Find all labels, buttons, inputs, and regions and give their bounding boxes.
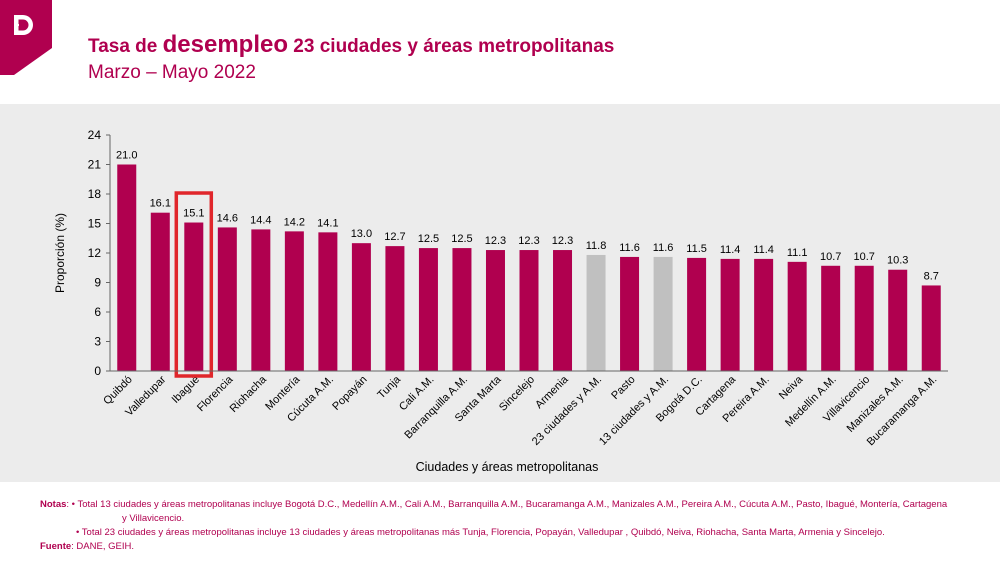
data-label: 14.6 [217,212,238,224]
note-2: • Total 23 ciudades y áreas metropolitan… [40,526,995,540]
y-tick-label: 15 [88,217,102,231]
x-tick-label: Riohacha [228,373,270,415]
x-axis-label: Ciudades y áreas metropolitanas [416,460,599,474]
note-1-continuation: y Villavicencio. [40,512,995,526]
notes-label: Notas [40,499,67,510]
y-tick-label: 9 [94,276,101,290]
data-label: 14.2 [284,216,305,228]
bar [653,256,673,371]
bar [117,164,137,371]
highlight-box [174,191,214,378]
y-tick-label: 18 [88,187,102,201]
note-1-line-2: y Villavicencio. [122,513,185,524]
page-title: Tasa de desempleo 23 ciudades y áreas me… [88,31,615,58]
notes: Notas: • Total 13 ciudades y áreas metro… [40,498,995,554]
data-label: 11.6 [653,242,674,254]
bar [351,243,371,371]
bar [418,248,438,371]
bar-chart: 0 3 6 9 12 15 18 21 24 Proporción (%) 21.0 Quibdó 16… [53,128,948,474]
header: Tasa de desempleo 23 ciudades y áreas me… [88,31,615,85]
y-tick-label: 21 [88,158,102,172]
chart-panel: 0 3 6 9 12 15 18 21 24 Proporción (%) 21.0 Quibdó 16… [0,104,1000,482]
title-emphasis: desempleo [162,31,289,58]
bar [854,265,874,371]
x-tick-label: Tunja [375,373,403,401]
source-label: Fuente [40,541,72,552]
bar [184,222,204,371]
source: Fuente: DANE, GEIH. [40,540,995,554]
bar [385,246,405,371]
bar [150,212,170,371]
data-label: 15.1 [183,208,204,220]
bar [519,250,539,371]
bar [687,257,707,371]
data-label: 16.1 [150,198,171,210]
x-tick-label: Ibagué [170,374,202,406]
x-tick-label: Neiva [777,373,806,402]
data-label: 12.5 [418,233,439,245]
bar [586,254,606,371]
bar [553,250,573,371]
note-1-line-1: : • Total 13 ciudades y áreas metropolit… [66,499,948,510]
bar [485,250,505,371]
y-tick-label: 3 [94,335,101,349]
data-label: 12.3 [552,235,573,247]
data-label: 10.7 [853,251,874,263]
y-tick-label: 24 [88,128,102,142]
x-tick-label: Pasto [609,374,637,402]
bar [452,248,472,371]
y-axis-label: Proporción (%) [53,213,67,293]
bar [217,227,237,371]
data-label: 14.4 [250,214,271,226]
title-post: 23 ciudades y áreas metropolitanas [288,36,615,57]
data-label: 11.6 [619,242,640,254]
bar [251,229,271,371]
bar [720,258,740,371]
bar [284,231,304,371]
bar [787,261,807,371]
bar [888,269,908,371]
data-label: 12.3 [485,235,506,247]
data-label: 11.4 [720,244,741,256]
data-label: 14.1 [317,217,338,229]
data-label: 11.1 [787,247,808,259]
data-label: 10.7 [820,251,841,263]
note-1: Notas: • Total 13 ciudades y áreas metro… [40,498,995,512]
x-tick-label: Sincelejo [497,374,537,414]
title-pre: Tasa de [88,36,163,57]
bar [620,256,640,371]
data-label: 11.5 [686,243,707,255]
source-text: : DANE, GEIH. [71,541,134,552]
data-label: 13.0 [351,228,372,240]
data-label: 12.3 [518,235,539,247]
data-label: 21.0 [116,150,137,162]
data-label: 12.7 [384,231,405,243]
y-tick-label: 12 [88,246,102,260]
data-label: 11.4 [753,244,774,256]
dane-logo-icon [0,0,52,75]
bar [318,232,338,371]
note-2-text: • Total 23 ciudades y áreas metropolitan… [76,527,885,538]
data-label: 10.3 [887,255,908,267]
bar [921,285,941,371]
y-tick-label: 6 [94,305,101,319]
page-subtitle: Marzo – Mayo 2022 [88,62,256,83]
data-label: 11.8 [586,240,607,252]
bar [821,265,841,371]
y-tick-label: 0 [94,364,101,378]
data-label: 8.7 [924,270,939,282]
x-tick-label: Popayán [330,374,369,413]
bar [754,258,774,371]
data-label: 12.5 [451,233,472,245]
x-tick-label: Quibdó [101,374,135,408]
